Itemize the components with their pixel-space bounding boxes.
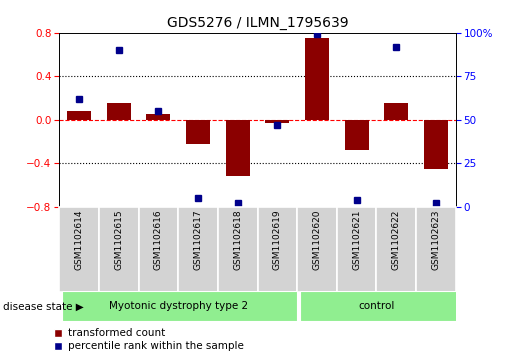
Title: GDS5276 / ILMN_1795639: GDS5276 / ILMN_1795639 <box>167 16 348 30</box>
Bar <box>107 103 131 120</box>
Text: GSM1102616: GSM1102616 <box>154 209 163 270</box>
Bar <box>139 207 178 292</box>
Bar <box>258 207 297 292</box>
Bar <box>337 207 376 292</box>
Bar <box>265 120 289 123</box>
Bar <box>59 207 99 292</box>
Legend: transformed count, percentile rank within the sample: transformed count, percentile rank withi… <box>54 328 244 351</box>
Text: disease state ▶: disease state ▶ <box>3 301 83 311</box>
Text: GSM1102619: GSM1102619 <box>273 209 282 270</box>
Text: GSM1102621: GSM1102621 <box>352 209 361 270</box>
Text: GSM1102620: GSM1102620 <box>313 209 321 270</box>
Bar <box>376 207 416 292</box>
Bar <box>146 114 170 120</box>
Text: GSM1102618: GSM1102618 <box>233 209 242 270</box>
Text: GSM1102622: GSM1102622 <box>392 209 401 270</box>
Bar <box>345 120 369 150</box>
Bar <box>297 207 337 292</box>
Bar <box>305 38 329 120</box>
Text: GSM1102623: GSM1102623 <box>432 209 440 270</box>
Bar <box>218 207 258 292</box>
Bar <box>99 207 139 292</box>
Bar <box>226 120 250 176</box>
Text: control: control <box>358 301 394 311</box>
Text: GSM1102617: GSM1102617 <box>194 209 202 270</box>
Text: GSM1102615: GSM1102615 <box>114 209 123 270</box>
Bar <box>416 207 456 292</box>
Text: GSM1102614: GSM1102614 <box>75 209 83 270</box>
Bar <box>300 291 457 321</box>
Bar <box>67 111 91 120</box>
Bar <box>178 207 218 292</box>
Bar <box>384 103 408 120</box>
Bar <box>186 120 210 144</box>
Bar <box>62 291 297 321</box>
Text: Myotonic dystrophy type 2: Myotonic dystrophy type 2 <box>109 301 248 311</box>
Bar <box>424 120 448 169</box>
